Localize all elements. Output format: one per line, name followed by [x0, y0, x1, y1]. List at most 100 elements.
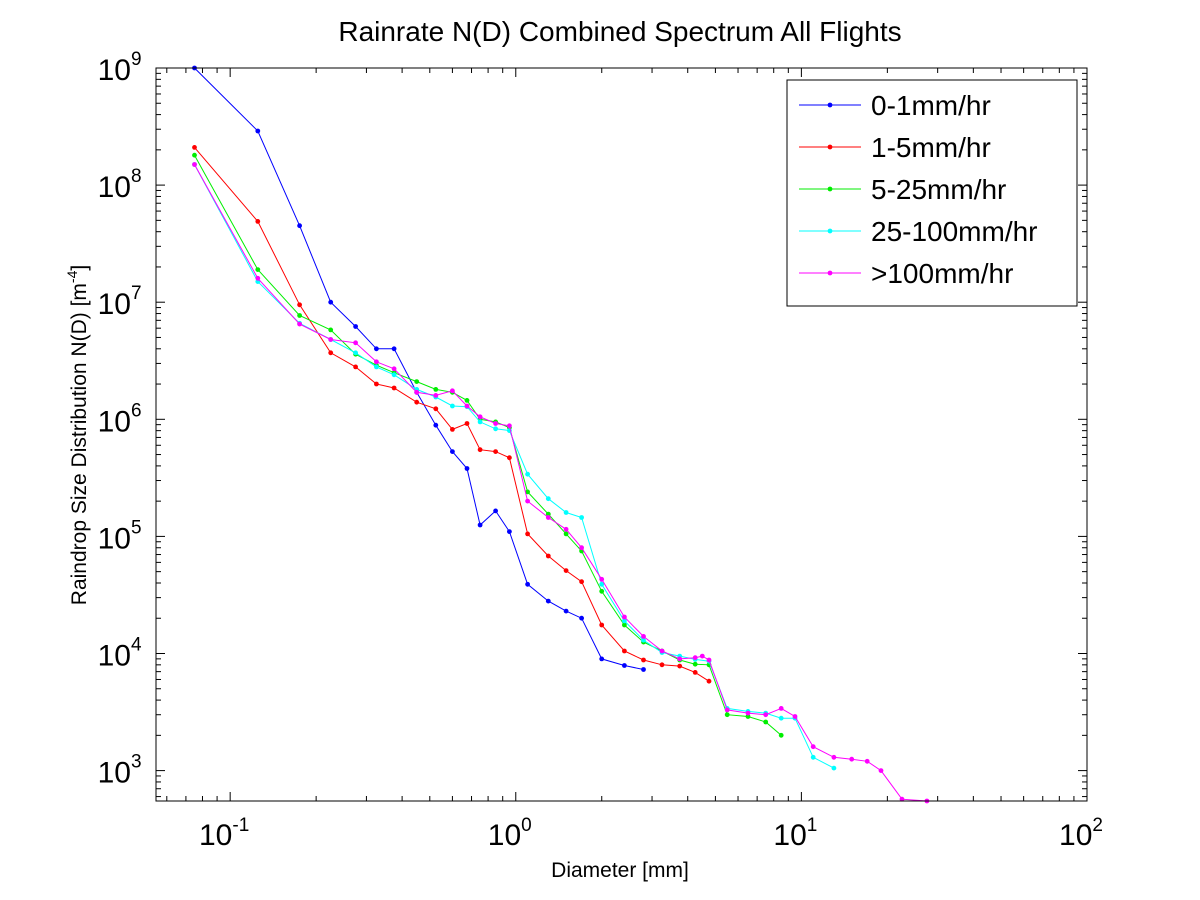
- legend-marker: [827, 270, 833, 276]
- series-point-3: [374, 364, 379, 370]
- series-point-3: [641, 637, 646, 643]
- legend-label: >100mm/hr: [871, 258, 1013, 289]
- y-tick-label-base: 10: [98, 171, 131, 204]
- x-tick-label-exponent: 1: [807, 815, 818, 836]
- series-point-0: [464, 466, 470, 471]
- y-tick-label: 10: [98, 54, 131, 87]
- series-point-3: [563, 510, 569, 515]
- series-point-2: [622, 622, 627, 628]
- y-tick-label-base: 10: [98, 757, 131, 790]
- series-point-2: [328, 327, 334, 333]
- series-point-4: [545, 515, 551, 520]
- series-point-4: [579, 545, 584, 551]
- series-point-3: [778, 715, 784, 721]
- y-tick-label-base: 10: [98, 54, 131, 87]
- legend-label: 0-1mm/hr: [871, 90, 991, 121]
- legend-marker: [827, 186, 833, 192]
- series-point-4: [706, 657, 712, 663]
- y-tick-label-base: 10: [98, 405, 131, 438]
- series-point-1: [677, 663, 683, 669]
- series-point-4: [831, 754, 837, 760]
- series-point-4: [878, 768, 884, 773]
- series-point-0: [563, 608, 569, 614]
- series-point-0: [493, 508, 498, 514]
- series-point-1: [374, 381, 379, 387]
- chart-title: Rainrate N(D) Combined Spectrum All Flig…: [338, 16, 901, 47]
- series-point-4: [525, 498, 530, 504]
- y-axis-label: Raindrop Size Distribution N(D) [m-4]: [64, 265, 91, 605]
- y-axis-label-close: ]: [68, 265, 91, 271]
- y-tick-label-base: 10: [98, 288, 131, 321]
- series-point-1: [599, 622, 605, 628]
- series-point-1: [641, 657, 646, 663]
- series-point-4: [450, 388, 455, 394]
- series-point-2: [778, 732, 784, 738]
- x-tick-label-base: 10: [773, 819, 806, 852]
- x-tick-label-exponent: 0: [521, 815, 532, 836]
- series-point-2: [433, 387, 439, 392]
- series-point-2: [414, 379, 420, 384]
- series-point-4: [414, 389, 420, 395]
- axes-box: [155, 67, 1088, 802]
- series-point-4: [297, 321, 302, 327]
- series-point-4: [328, 337, 334, 342]
- series-line-4: [194, 164, 927, 802]
- series-point-4: [745, 710, 751, 716]
- series-point-1: [433, 406, 439, 412]
- series-point-3: [450, 403, 455, 409]
- series-point-3: [391, 372, 397, 378]
- series-point-3: [831, 765, 837, 771]
- series-point-4: [391, 366, 397, 372]
- series-point-0: [507, 529, 512, 534]
- series-point-4: [255, 275, 261, 281]
- series-point-4: [849, 756, 855, 762]
- series-point-0: [328, 299, 334, 305]
- plot-area: [156, 65, 1088, 804]
- y-axis-label-exponent: -4: [64, 270, 80, 283]
- y-tick-label: 10: [98, 639, 131, 672]
- y-tick-label-exponent: 6: [131, 400, 142, 421]
- series-point-1: [328, 350, 334, 356]
- series-point-4: [641, 634, 646, 639]
- series-point-0: [622, 663, 627, 668]
- series-point-3: [545, 496, 551, 502]
- series-point-2: [545, 511, 551, 517]
- series-point-4: [778, 706, 784, 711]
- series-point-0: [579, 615, 584, 621]
- series-point-2: [745, 714, 751, 719]
- series-point-1: [255, 219, 261, 224]
- series-point-4: [692, 655, 698, 661]
- legend-marker: [827, 228, 833, 234]
- series-point-2: [563, 531, 569, 537]
- series-point-1: [297, 302, 302, 308]
- series-point-2: [297, 313, 302, 318]
- series-point-0: [477, 522, 483, 528]
- series-point-1: [563, 568, 569, 573]
- y-tick-label: 10: [98, 405, 131, 438]
- series-point-4: [724, 707, 730, 713]
- y-tick-label-base: 10: [98, 522, 131, 555]
- x-tick-label-base: 10: [1059, 819, 1092, 852]
- series-point-1: [525, 531, 530, 537]
- x-tick-label-exponent: 2: [1092, 815, 1103, 836]
- legend-marker: [827, 144, 833, 150]
- x-tick-label: 102: [1059, 815, 1103, 852]
- y-tick-label-exponent: 9: [131, 49, 142, 70]
- series-point-3: [810, 754, 816, 760]
- series-point-3: [493, 426, 498, 432]
- series-point-1: [507, 455, 512, 461]
- series-point-2: [724, 712, 730, 718]
- series-point-4: [374, 359, 379, 365]
- y-tick-label-exponent: 7: [131, 283, 142, 304]
- x-tick-label: 10-1: [199, 815, 249, 852]
- series-point-2: [525, 489, 530, 495]
- series-point-1: [464, 421, 470, 426]
- series-point-4: [493, 421, 498, 426]
- series-point-0: [353, 324, 358, 329]
- series-point-1: [706, 678, 712, 684]
- series-point-0: [391, 346, 397, 352]
- series-point-2: [763, 719, 769, 725]
- series-point-3: [353, 350, 358, 356]
- x-tick-label: 101: [773, 815, 817, 852]
- y-axis-label-main: Raindrop Size Distribution N(D) [m: [68, 283, 91, 605]
